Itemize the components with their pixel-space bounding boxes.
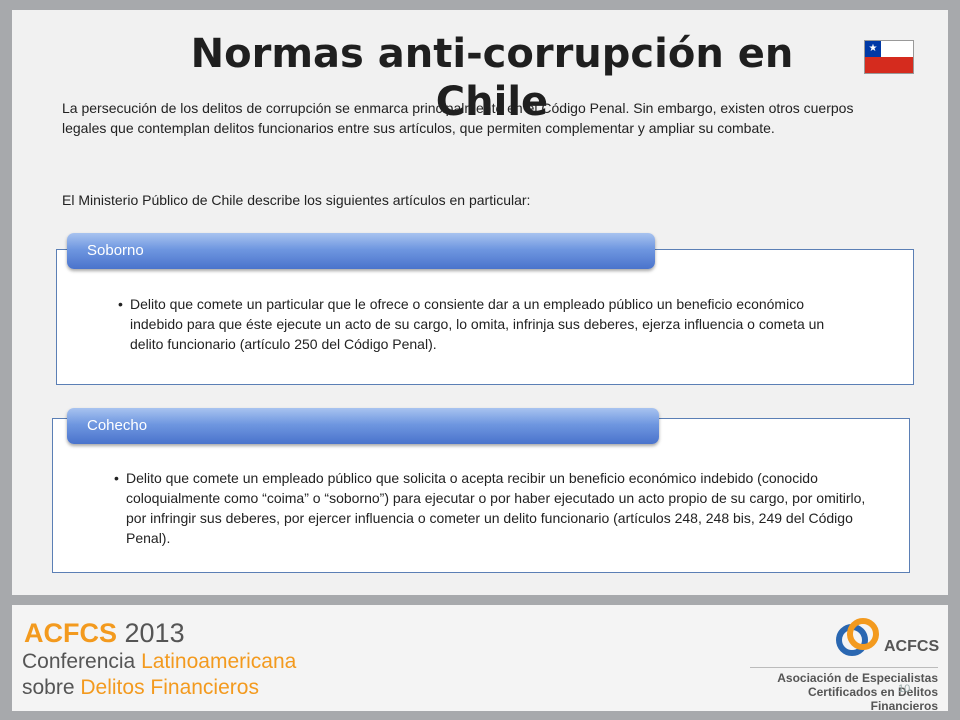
chile-flag-icon: ★ [864, 40, 914, 74]
event-year: 2013 [124, 618, 185, 648]
section-text-soborno: Delito que comete un particular que le o… [130, 296, 825, 352]
event-title: ACFCS 2013 [24, 617, 185, 649]
bullet-icon: • [118, 296, 123, 312]
section-tab-soborno: Soborno [67, 233, 655, 269]
intro-paragraph-2: El Ministerio Público de Chile describe … [62, 192, 531, 208]
section-tab-cohecho: Cohecho [67, 408, 659, 444]
page-number: 10 [898, 683, 911, 695]
intro-paragraph: La persecución de los delitos de corrupc… [62, 100, 854, 136]
section-box-soborno [56, 249, 914, 385]
acfcs-logo-icon [836, 618, 879, 656]
event-subtitle-line-1: Conferencia Latinoamericana [22, 650, 297, 673]
footer-banner: ACFCS 2013 Conferencia Latinoamericana s… [12, 605, 948, 713]
event-acronym: ACFCS [24, 618, 117, 648]
section-bullet-soborno: • Delito que comete un particular que le … [114, 294, 850, 354]
section-bullet-cohecho: • Delito que comete un empleado público q… [110, 468, 866, 548]
slide: Normas anti-corrupción en Chile ★ La per… [12, 10, 948, 595]
section-text-cohecho: Delito que comete un empleado público qu… [126, 470, 866, 546]
event-subtitle-line-2: sobre Delitos Financieros [22, 676, 259, 699]
slide-title: Normas anti-corrupción en Chile [190, 31, 794, 125]
logo-text: ACFCS [884, 638, 940, 655]
bullet-icon: • [114, 470, 119, 486]
organization-name: Asociación de Especialistas Certificados… [750, 667, 938, 713]
